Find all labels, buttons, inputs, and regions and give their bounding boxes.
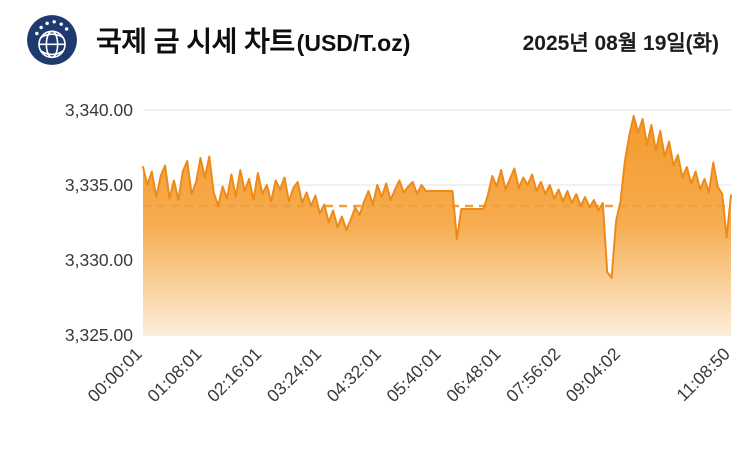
- page-title-text: 국제 금 시세 차트: [96, 26, 295, 57]
- header: 국제 금 시세 차트 (USD/T.oz) 2025년 08월 19일(화): [0, 0, 743, 66]
- x-tick-label: 07:56:02: [502, 344, 564, 406]
- date-label: 2025년 08월 19일(화): [522, 32, 719, 55]
- price-line: [142, 115, 732, 279]
- y-axis-labels: 3,340.00 3,335.00 3,330.00 3,325.00: [65, 100, 133, 345]
- x-tick-label: 02:16:01: [203, 344, 265, 406]
- x-tick-label: 01:08:01: [143, 344, 205, 406]
- y-tick-label: 3,335.00: [65, 175, 133, 195]
- x-tick-label: 09:04:02: [562, 344, 624, 406]
- price-area: [143, 116, 731, 335]
- x-tick-label: 06:48:01: [442, 344, 504, 406]
- x-axis-labels: 00:00:0101:08:0102:16:0103:24:0104:32:01…: [84, 344, 734, 406]
- y-tick-label: 3,330.00: [65, 250, 133, 270]
- x-tick-label: 05:40:01: [382, 344, 444, 406]
- x-tick-label: 00:00:01: [84, 344, 146, 406]
- globe-emblem-icon: [27, 15, 77, 65]
- y-tick-label: 3,340.00: [65, 100, 133, 120]
- x-tick-label: 04:32:01: [323, 344, 385, 406]
- page-title: 국제 금 시세 차트 (USD/T.oz): [96, 20, 410, 60]
- gold-price-area-chart: 3,340.00 3,335.00 3,330.00 3,325.0000:00:01…: [65, 100, 734, 406]
- y-tick-label: 3,325.00: [65, 325, 133, 345]
- page-title-unit: (USD/T.oz): [296, 30, 411, 56]
- x-tick-label: 03:24:01: [263, 344, 325, 406]
- x-tick-label: 11:08:50: [672, 344, 734, 406]
